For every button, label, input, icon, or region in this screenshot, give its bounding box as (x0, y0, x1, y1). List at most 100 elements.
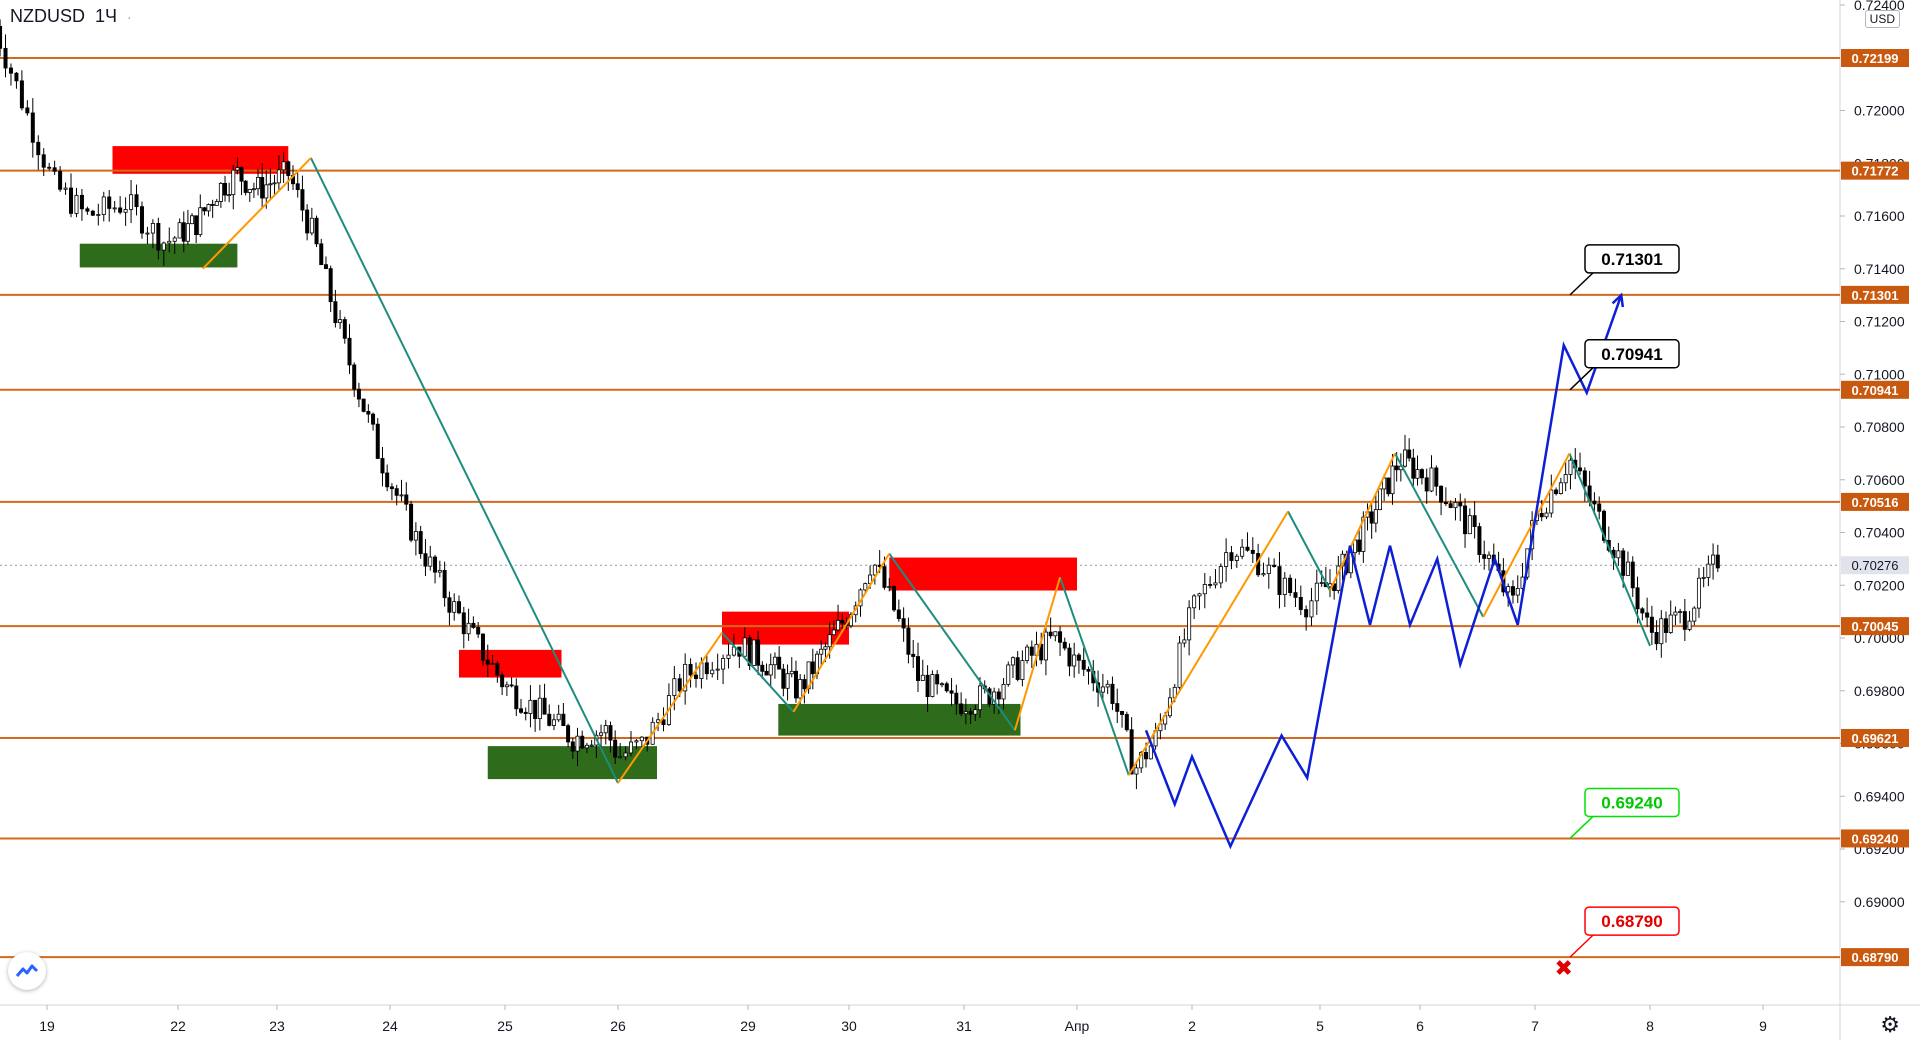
candle-body (688, 663, 693, 676)
callout-pointer (1569, 934, 1594, 958)
candle-body (1390, 465, 1395, 495)
candle-body (404, 494, 409, 505)
candle-body (264, 184, 269, 199)
candle-body (935, 674, 940, 685)
candle-body (371, 413, 376, 425)
candle-body (14, 72, 19, 82)
candle-body (295, 183, 300, 191)
candle-body (433, 556, 438, 573)
candle-body (342, 319, 347, 339)
candle-body (777, 656, 782, 670)
candle-body (1434, 467, 1439, 487)
candle-body (1635, 587, 1640, 610)
candle-body (1711, 554, 1716, 565)
callout-text: 0.70941 (1601, 345, 1662, 364)
candle-body (1687, 620, 1692, 630)
candle-body (456, 601, 461, 614)
candle-body (1369, 511, 1374, 524)
candle-body (74, 194, 79, 214)
level-price-tag-text: 0.69240 (1852, 831, 1899, 846)
header-menu-icon[interactable]: · (127, 8, 132, 25)
candle-body (1006, 664, 1011, 685)
candle-body (231, 169, 236, 196)
candle-body (239, 167, 244, 182)
projection-path (1144, 294, 1623, 850)
candle-body (1293, 592, 1298, 598)
candle-body (1448, 503, 1453, 509)
orange-wave-line (202, 157, 312, 270)
candle-body (356, 388, 361, 400)
callout-box (1584, 787, 1680, 818)
y-tick-label: 0.70800 (1854, 419, 1905, 435)
candle-body (715, 668, 720, 671)
orange-wave-line (1329, 452, 1396, 591)
candle-body (840, 620, 845, 624)
candle-body (1487, 554, 1492, 559)
candle-body (1197, 593, 1202, 597)
candle-body (1105, 683, 1110, 688)
candle-body (694, 674, 699, 679)
candle-body (528, 699, 533, 714)
candle-body (1266, 564, 1271, 574)
candle-body (1202, 584, 1207, 595)
interval-label[interactable]: 1Ч (95, 6, 118, 26)
candle-body (1250, 549, 1255, 554)
candle-body (1177, 642, 1182, 688)
y-tick-label: 0.69000 (1854, 894, 1905, 910)
candle-body (599, 732, 604, 736)
candle-body (375, 423, 380, 459)
candle-body (268, 183, 273, 186)
currency-label[interactable]: USD (1864, 10, 1900, 28)
candle-body (452, 601, 457, 613)
candle-body (227, 194, 232, 197)
candle-body (58, 170, 63, 190)
x-tick-label: 6 (1416, 1018, 1424, 1034)
candle-body (1081, 659, 1086, 670)
orange-wave-line (792, 553, 891, 713)
candle-body (36, 141, 41, 156)
candle-body (1043, 631, 1048, 661)
candle-body (442, 569, 447, 599)
level-price-tag-text: 0.69621 (1852, 731, 1899, 746)
level-price-tag (1841, 285, 1909, 304)
candle-body (1139, 752, 1144, 769)
candle-body (243, 180, 248, 193)
candle-body (1224, 552, 1229, 567)
candle-body (394, 488, 399, 496)
candle-body (892, 586, 897, 611)
logo-icon (15, 964, 39, 977)
projection-arrowhead (1611, 292, 1625, 308)
current-price-tag (1841, 556, 1909, 575)
tradingview-logo[interactable] (8, 952, 46, 990)
settings-gear-icon[interactable]: ⚙ (1880, 1012, 1900, 1037)
teal-wave-line (1568, 452, 1651, 647)
candle-body (500, 674, 505, 688)
symbol-label[interactable]: NZDUSD (10, 6, 85, 26)
candle-body (1597, 503, 1602, 512)
candle-body (286, 161, 291, 176)
candle-body (361, 398, 366, 412)
candle-body (1053, 631, 1058, 637)
candle-body (781, 668, 786, 689)
orange-wave-line (1482, 452, 1571, 618)
level-price-tag-text: 0.68790 (1852, 950, 1899, 965)
candle-body (413, 531, 418, 541)
candle-body (920, 674, 925, 681)
level-price-tag-text: 0.71772 (1852, 164, 1899, 179)
teal-wave-line (1287, 510, 1331, 591)
candle-body (1563, 474, 1568, 484)
candle-body (1664, 618, 1669, 633)
candle-body (939, 683, 944, 686)
supply-zone (889, 557, 1077, 591)
candle-body (1086, 668, 1091, 672)
candle-body (1129, 729, 1134, 775)
candle-body (161, 242, 166, 251)
candle-body (683, 663, 688, 692)
candle-body (973, 709, 978, 715)
candle-body (251, 188, 256, 191)
level-price-tag (1841, 829, 1909, 848)
candle-body (978, 685, 983, 711)
candle-body (1144, 752, 1149, 760)
candle-body (218, 182, 223, 202)
